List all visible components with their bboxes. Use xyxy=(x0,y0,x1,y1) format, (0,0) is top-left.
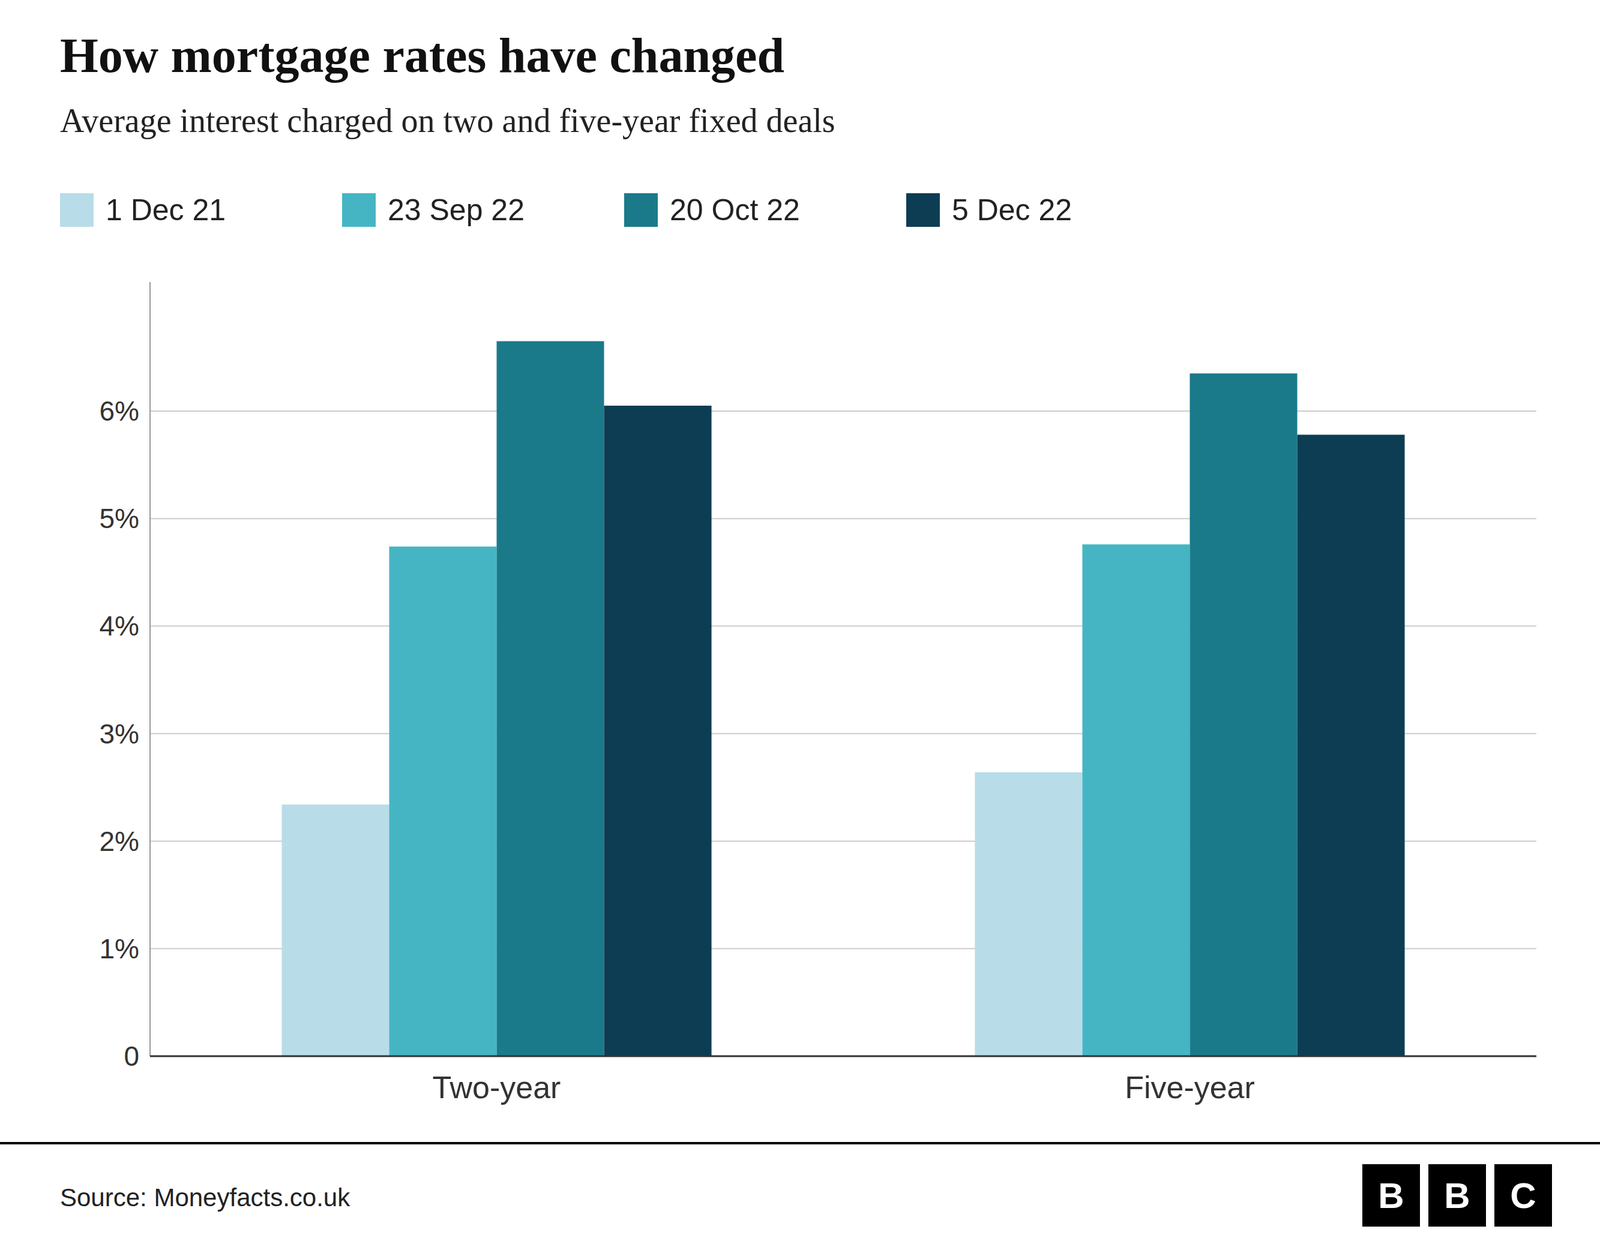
y-tick-label: 2% xyxy=(99,825,140,858)
y-grid xyxy=(150,411,1537,1057)
grid-line xyxy=(150,410,1537,412)
logo-letter: B xyxy=(1443,1175,1470,1216)
bar xyxy=(604,405,712,1057)
background xyxy=(0,0,1600,1250)
x-axis-line xyxy=(150,1055,1537,1058)
legend-swatch xyxy=(906,193,940,227)
bar xyxy=(496,341,605,1057)
bar xyxy=(1190,373,1298,1057)
x-tick-label: Five-year xyxy=(1124,1070,1255,1105)
bar xyxy=(1297,434,1405,1057)
y-tick-label: 0 xyxy=(123,1040,140,1072)
y-tick-label: 5% xyxy=(99,502,140,535)
y-tick-labels: 0 1% 2% 3% 4% 5% 6% xyxy=(99,395,140,1072)
logo-box xyxy=(1428,1164,1486,1227)
bar xyxy=(974,772,1083,1057)
legend-swatch xyxy=(342,193,376,227)
legend-label: 1 Dec 21 xyxy=(105,193,226,227)
legend-label: 20 Oct 22 xyxy=(669,193,800,227)
bar xyxy=(1082,544,1190,1057)
legend-swatch xyxy=(60,193,94,227)
separator xyxy=(0,1142,1600,1145)
subtitle: Average interest charged on two and five… xyxy=(60,102,836,140)
logo: BBC xyxy=(1362,1164,1552,1227)
legend-label: 23 Sep 22 xyxy=(387,193,525,227)
logo-letter: B xyxy=(1377,1175,1404,1216)
x-tick-label: Two-year xyxy=(432,1070,562,1105)
grid-line xyxy=(150,1055,1537,1057)
bar xyxy=(281,804,389,1057)
y-tick-label: 1% xyxy=(99,933,140,965)
legend: 1 Dec 21 23 Sep 22 20 Oct 22 5 Dec 22 xyxy=(60,193,1072,227)
logo-letter: C xyxy=(1509,1175,1536,1216)
y-tick-label: 3% xyxy=(99,718,140,750)
y-tick-label: 4% xyxy=(99,610,140,642)
legend-swatch xyxy=(624,193,658,227)
y-tick-label: 6% xyxy=(99,395,140,427)
logo-box xyxy=(1494,1164,1552,1227)
title: How mortgage rates have changed xyxy=(60,28,785,83)
bar xyxy=(388,546,497,1057)
legend-label: 5 Dec 22 xyxy=(951,193,1072,227)
x-tick-labels: Two-year Five-year xyxy=(432,1070,1255,1105)
chart: How mortgage rates have changed Average i… xyxy=(0,0,1600,1250)
y-axis-line xyxy=(149,282,151,1057)
logo-box xyxy=(1362,1164,1420,1227)
bars xyxy=(281,341,1405,1057)
source: Source: Moneyfacts.co.uk xyxy=(60,1183,351,1212)
